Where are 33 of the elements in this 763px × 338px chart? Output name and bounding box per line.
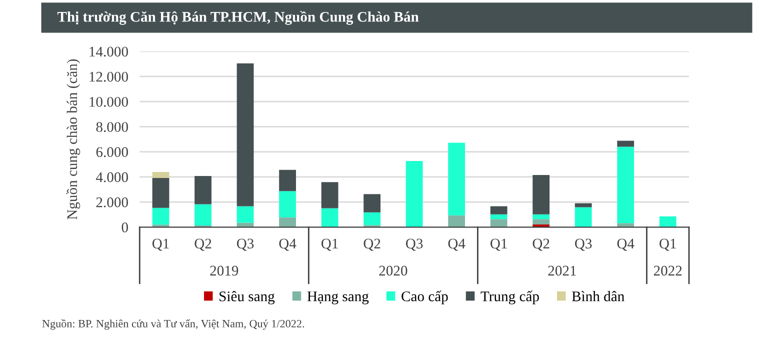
y-tick-label: 6.000 xyxy=(96,147,128,158)
x-tick-label: Q2 xyxy=(532,238,550,251)
x-tick-label: Q3 xyxy=(575,238,592,251)
y-tick-label: 0 xyxy=(122,222,128,232)
text: Nguồn: BP. Nghiên cứu và Tư vấn, Việt Nam, Quý 1/2022. xyxy=(42,319,304,330)
legend-label: Cao cấp xyxy=(402,290,448,304)
text: 2019 xyxy=(210,266,238,276)
legend-label: Trung cấp xyxy=(480,290,539,304)
x-tick-label: Q2 xyxy=(364,238,380,251)
text: 2022 xyxy=(654,266,682,276)
chart-title: Thị trường Căn Hộ Bán TP.HCM, Nguồn Cung Chào Bán xyxy=(57,11,419,25)
x-tick-label: Q1 xyxy=(152,238,169,251)
y-tick-label: 8.000 xyxy=(96,122,128,132)
legend-label: Siêu sang xyxy=(220,291,275,304)
x-tick-label: Q4 xyxy=(279,238,296,251)
x-tick-label: Q1 xyxy=(490,238,507,251)
y-tick-label: 2.000 xyxy=(96,197,128,208)
x-tick-label: Q2 xyxy=(194,238,212,251)
legend-label: Hạng sang xyxy=(307,292,369,304)
x-tick-label: Q1 xyxy=(321,238,338,251)
y-tick-label: 12.000 xyxy=(90,72,128,82)
x-tick-label: Q4 xyxy=(448,238,466,251)
y-axis-title: Nguồn cung chào bán (căn) xyxy=(66,59,80,220)
legend-label: Bình dân xyxy=(572,291,624,302)
text: 2021 xyxy=(548,266,576,276)
y-tick-label: 4.000 xyxy=(96,172,128,182)
y-tick-label: 10.000 xyxy=(90,96,128,107)
x-tick-label: Q4 xyxy=(617,238,634,251)
text: 2020 xyxy=(379,266,408,276)
x-tick-label: Q3 xyxy=(236,238,254,251)
x-tick-label: Q1 xyxy=(660,238,676,251)
x-tick-label: Q3 xyxy=(406,238,423,251)
y-tick-label: 14.000 xyxy=(90,46,128,57)
